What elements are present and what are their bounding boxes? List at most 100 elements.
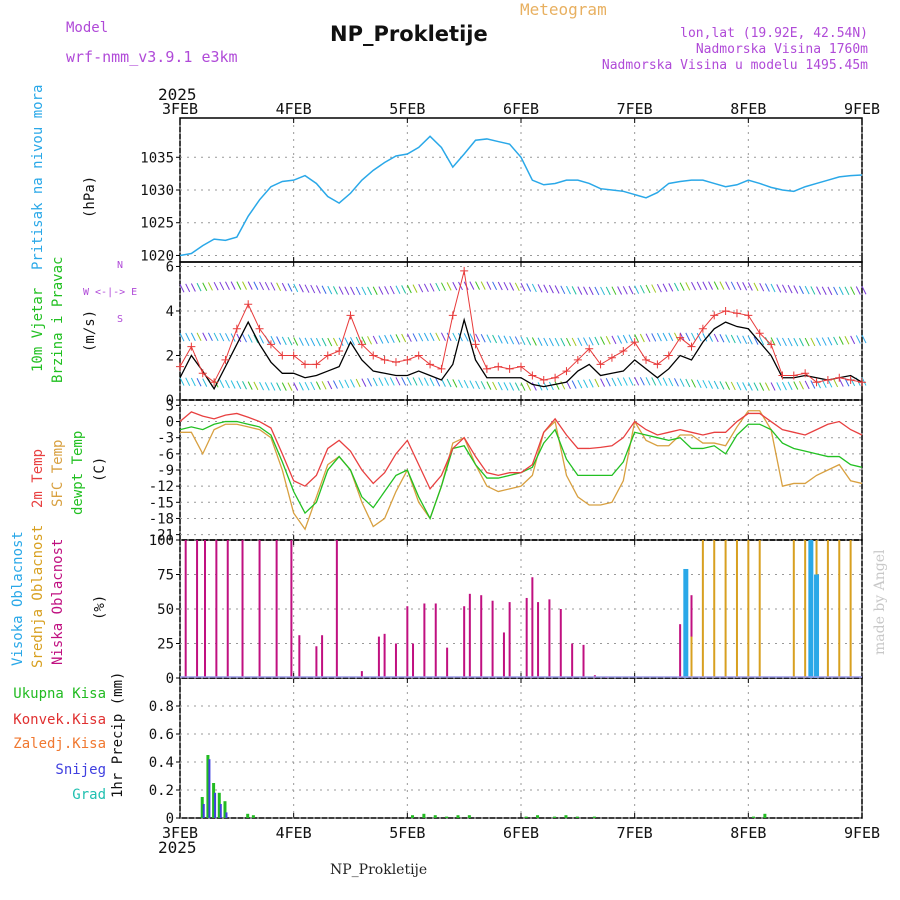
wind-barb bbox=[747, 382, 753, 391]
y-tick-label: 1020 bbox=[140, 248, 174, 264]
wind-barb bbox=[696, 379, 702, 389]
wind-barb bbox=[651, 333, 657, 342]
wind-barb bbox=[207, 332, 213, 342]
wind-barb bbox=[571, 286, 577, 295]
wind-barb bbox=[514, 336, 520, 345]
precip-bar-total bbox=[411, 815, 415, 818]
wind-barb bbox=[412, 333, 418, 342]
y-tick-label: 75 bbox=[157, 568, 174, 584]
wind-gust-marker bbox=[176, 362, 184, 371]
wind-gust-marker bbox=[767, 340, 776, 349]
wind-barb bbox=[674, 378, 679, 387]
wind-barb bbox=[566, 285, 571, 295]
wind-barb bbox=[799, 381, 804, 390]
wind-barb bbox=[583, 286, 588, 295]
wind-barb bbox=[401, 285, 407, 294]
wind-barb bbox=[560, 337, 566, 347]
wind-barb bbox=[247, 334, 253, 343]
wind-gust-marker bbox=[721, 306, 730, 315]
wind-gust-marker bbox=[266, 340, 275, 349]
wind-gust-marker bbox=[380, 355, 389, 364]
y-tick-label: -3 bbox=[157, 431, 174, 447]
wind-barb bbox=[185, 283, 191, 293]
cloud-bar-niska bbox=[508, 602, 511, 678]
wind-barb bbox=[225, 333, 230, 342]
wind-barb bbox=[469, 333, 475, 342]
wind-barb bbox=[838, 286, 844, 296]
cloud-bar-niska bbox=[480, 595, 483, 678]
wind-barb bbox=[588, 286, 594, 296]
wind-barb bbox=[219, 281, 225, 291]
wind-gust-marker bbox=[517, 362, 525, 371]
wind-barb bbox=[645, 333, 651, 342]
wind-barb bbox=[861, 377, 867, 386]
wind-gust-marker bbox=[687, 342, 696, 351]
wind-barb bbox=[435, 378, 441, 387]
y-tick-label: 1030 bbox=[140, 183, 174, 199]
date-label-top: 5FEB bbox=[389, 100, 425, 118]
wind-barb bbox=[475, 281, 480, 290]
wind-barb bbox=[736, 335, 742, 344]
cloud-bar-niska bbox=[321, 635, 324, 678]
date-label-bottom: 7FEB bbox=[617, 824, 653, 842]
wind-barb bbox=[685, 282, 691, 291]
wind-barb bbox=[367, 378, 372, 387]
wind-barb bbox=[605, 378, 611, 387]
wind-barb bbox=[435, 332, 441, 342]
wind-barb bbox=[418, 332, 424, 342]
wind-barb bbox=[213, 281, 219, 291]
temp-2m-line bbox=[180, 411, 862, 491]
wind-barb bbox=[452, 332, 458, 342]
wind-barb bbox=[480, 381, 486, 390]
cloud-bar-niska bbox=[241, 540, 244, 678]
wind-barb bbox=[276, 282, 282, 291]
wind-barb bbox=[781, 381, 787, 391]
date-label-bottom: 8FEB bbox=[730, 824, 766, 842]
wind-barb bbox=[378, 335, 384, 344]
wind-gust-marker bbox=[562, 367, 571, 376]
wind-barb bbox=[293, 283, 299, 293]
wind-barb bbox=[463, 379, 469, 389]
y-tick-label: 2 bbox=[166, 348, 174, 364]
y-tick-label: 3 bbox=[166, 398, 174, 414]
cloud-bar-srednja bbox=[724, 540, 727, 678]
wind-gust-marker bbox=[801, 369, 810, 378]
wind-gust-marker bbox=[357, 340, 366, 349]
wind-barb bbox=[583, 379, 588, 388]
wind-barb bbox=[577, 379, 583, 389]
wind-barb bbox=[833, 378, 839, 388]
wind-barb bbox=[753, 336, 759, 345]
y-tick-label: 100 bbox=[149, 533, 174, 549]
wind-gust-marker bbox=[732, 309, 741, 318]
wind-barb bbox=[486, 281, 492, 290]
cloud-bar-niska bbox=[204, 540, 207, 678]
precip-bar-snow bbox=[225, 812, 228, 818]
wind-barb bbox=[804, 380, 810, 390]
wind-barb bbox=[475, 380, 480, 390]
wind-barb bbox=[196, 282, 202, 292]
wind-barb bbox=[230, 281, 236, 290]
wind-gust-marker bbox=[448, 311, 457, 320]
wind-gust-marker bbox=[664, 351, 673, 360]
wind-barb bbox=[315, 381, 321, 390]
wind-barb bbox=[219, 332, 225, 342]
date-label-top: 4FEB bbox=[276, 100, 312, 118]
year-top: 2025 bbox=[158, 85, 197, 104]
precip-bar-total bbox=[536, 815, 540, 818]
cloud-bar-visoka bbox=[683, 568, 689, 678]
wind-barb bbox=[747, 335, 753, 345]
wind-barb bbox=[242, 281, 247, 290]
cloud-bar-niska bbox=[258, 540, 261, 678]
precip-bar-total bbox=[763, 813, 767, 818]
wind-barb bbox=[855, 286, 861, 295]
wind-barb bbox=[821, 337, 827, 346]
wind-barb bbox=[816, 337, 821, 346]
wind-gust-marker bbox=[482, 364, 491, 373]
wind-barb bbox=[713, 281, 719, 290]
wind-barb bbox=[833, 336, 839, 346]
wind-barb bbox=[605, 336, 611, 345]
wind-barb bbox=[668, 332, 674, 342]
wind-barb bbox=[384, 377, 390, 386]
wind-barb bbox=[833, 286, 839, 296]
legend-conv-rain: Konvek.Kisa bbox=[13, 712, 106, 728]
